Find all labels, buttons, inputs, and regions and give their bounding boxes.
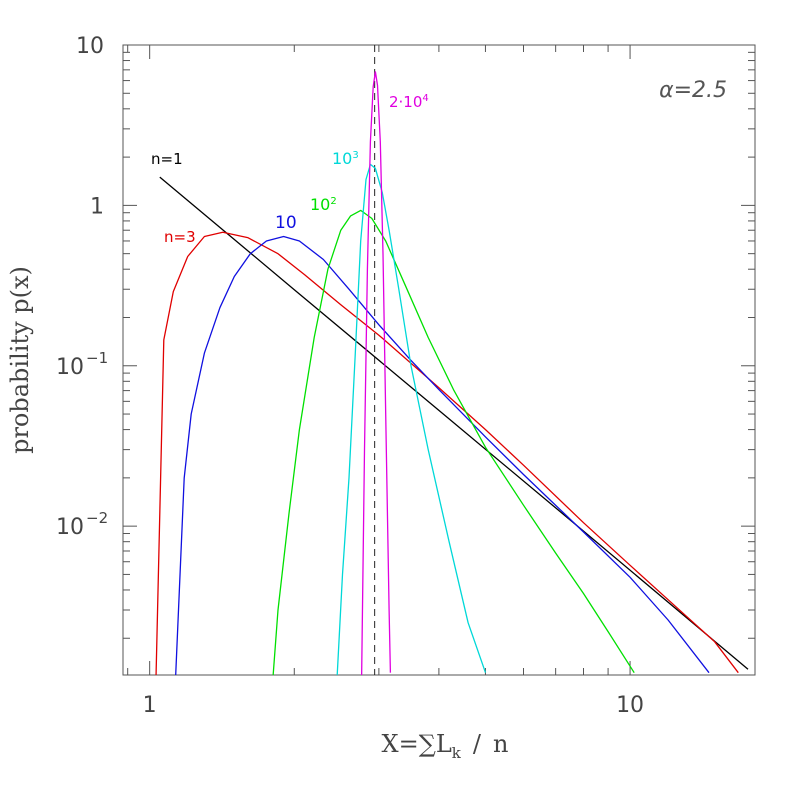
ticks — [123, 44, 755, 675]
series-line — [360, 71, 392, 675]
series-line — [155, 231, 739, 675]
y-tick-label: 10 — [76, 34, 104, 59]
x-axis-title: X=∑Lk / n — [382, 730, 509, 762]
series-label: n=1 — [151, 150, 183, 168]
y-tick-exponent: −1 — [86, 349, 108, 367]
y-tick-exponent: −2 — [86, 509, 108, 527]
series-line — [272, 209, 635, 675]
curves — [155, 45, 749, 675]
series-label: 102 — [310, 195, 337, 214]
y-tick-label: 1 — [90, 194, 104, 219]
y-axis-title: probability p(x) — [6, 266, 34, 454]
x-tick-label: 1 — [143, 693, 157, 718]
series-line — [159, 176, 749, 670]
y-tick-label: 10 — [56, 515, 84, 540]
series-label: 2·104 — [389, 93, 429, 111]
series-line — [175, 235, 710, 675]
series-label: n=3 — [164, 228, 196, 246]
curve-labels: n=1 n=3 10 102 103 2·104 — [151, 93, 429, 246]
alpha-annotation: α=2.5 — [659, 78, 727, 103]
series-label: 103 — [332, 149, 359, 168]
x-tick-label: 10 — [616, 693, 644, 718]
y-tick-label: 10 — [56, 355, 84, 380]
series-line — [336, 163, 487, 675]
series-label: 10 — [275, 213, 297, 233]
